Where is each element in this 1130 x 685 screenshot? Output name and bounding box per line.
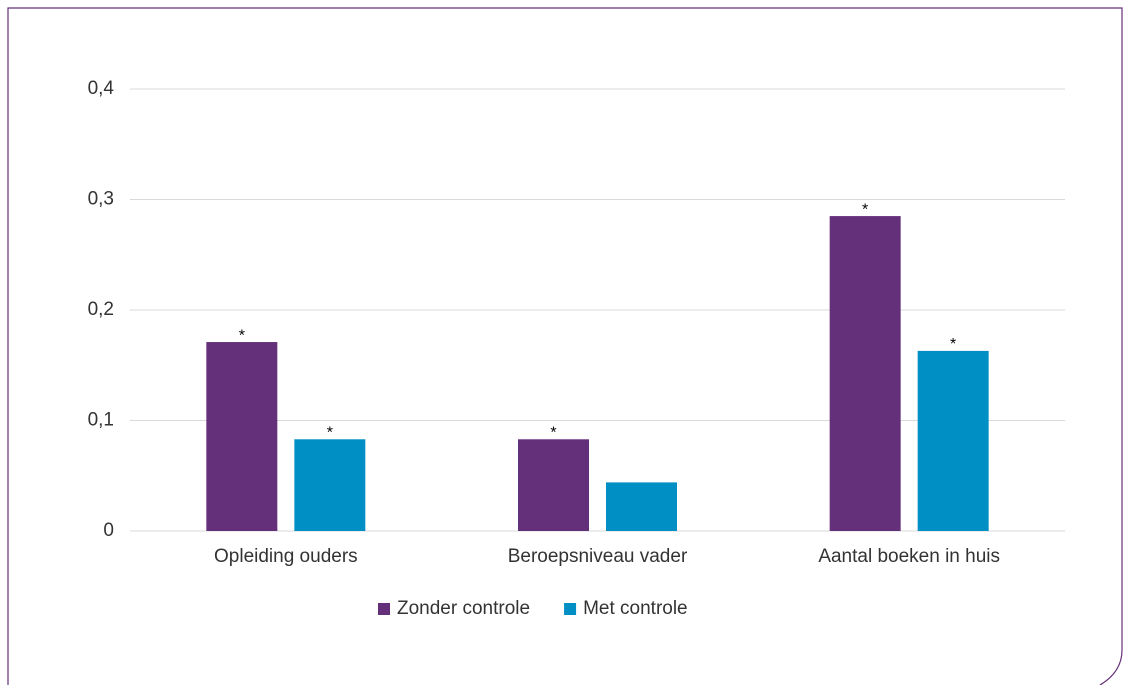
y-tick-label: 0,1 (88, 410, 114, 431)
significance-marker: * (862, 201, 868, 218)
x-tick-label: Opleiding ouders (214, 546, 358, 567)
y-tick-label: 0,2 (88, 299, 114, 320)
bar (606, 482, 677, 531)
bar (294, 439, 366, 531)
significance-marker: * (327, 425, 333, 442)
y-tick-label: 0,4 (88, 78, 115, 99)
x-tick-label: Beroepsniveau vader (508, 546, 688, 567)
y-tick-label: 0,3 (88, 189, 114, 210)
bar (917, 350, 989, 531)
legend-swatch (564, 603, 577, 615)
significance-marker: * (950, 336, 956, 353)
legend-label: Zonder controle (397, 598, 530, 619)
bar (206, 342, 278, 531)
bar (518, 439, 589, 531)
significance-marker: * (550, 425, 556, 442)
legend-label: Met controle (583, 598, 688, 619)
legend-swatch (378, 603, 390, 615)
bar (829, 216, 901, 531)
significance-marker: * (239, 327, 245, 344)
x-tick-label: Aantal boeken in huis (818, 546, 1000, 567)
y-tick-label: 0 (103, 520, 114, 541)
frame (7, 7, 1123, 685)
